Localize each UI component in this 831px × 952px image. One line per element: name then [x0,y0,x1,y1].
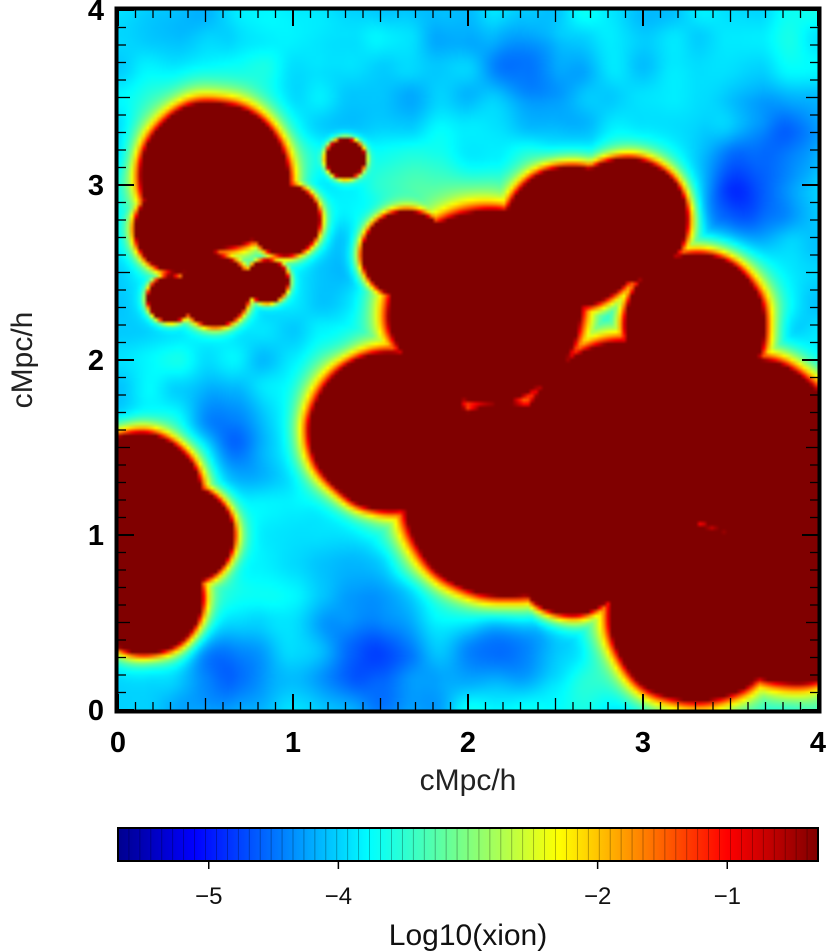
x-tick-label: 0 [110,727,126,759]
colorbar-tick-label: −5 [195,883,222,910]
y-tick-label: 1 [88,520,104,552]
colorbar-tick-label: −1 [714,883,741,910]
heatmap [118,10,818,710]
x-tick-label: 2 [460,727,476,759]
y-axis-tick-labels: 0 1 2 3 4 [88,0,104,727]
colorbar-ticks [207,861,729,869]
x-tick-label: 1 [285,727,301,759]
y-tick-label: 4 [88,0,104,27]
y-tick-label: 0 [88,695,104,727]
colorbar: −5 −4 −2 −1 Log10(xion) [117,827,819,952]
x-tick-label: 3 [635,727,651,759]
colorbar-label: Log10(xion) [389,919,547,952]
y-tick-label: 3 [88,170,104,202]
x-axis-ticks [117,10,819,710]
colorbar-tick-label: −2 [584,883,611,910]
x-axis-label: cMpc/h [420,764,517,797]
x-axis-tick-labels: 0 1 2 3 4 [110,727,826,759]
colorbar-tick-labels: −5 −4 −2 −1 [195,883,741,910]
ionization-field-image [118,10,818,710]
y-axis-ticks [118,9,818,711]
plot-frame [114,6,822,714]
colorbar-gradient [118,828,818,861]
y-tick-label: 2 [88,345,104,377]
x-tick-label: 4 [810,727,826,759]
y-axis-label: cMpc/h [6,312,39,409]
colorbar-bands [128,828,808,861]
colorbar-frame [117,827,819,862]
colorbar-tick-label: −4 [325,883,352,910]
